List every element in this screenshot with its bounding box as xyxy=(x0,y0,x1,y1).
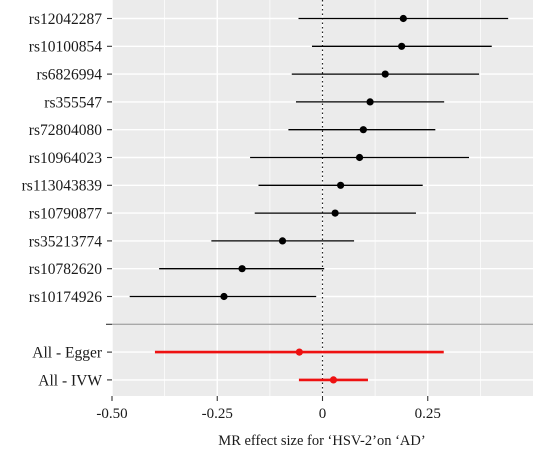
y-axis-labels: rs12042287 rs10100854 rs6826994 rs355547 rs7… xyxy=(22,11,112,389)
y-label-rs355547: rs355547 xyxy=(44,94,102,111)
y-label-rs10100854: rs10100854 xyxy=(29,39,102,56)
point-rs10782620 xyxy=(238,265,246,273)
point-rs12042287 xyxy=(399,14,407,23)
point-rs6826994 xyxy=(381,70,389,78)
y-label-rs72804080: rs72804080 xyxy=(29,122,102,139)
point-rs72804080 xyxy=(359,126,367,134)
y-label-all-egger: All - Egger xyxy=(32,345,103,362)
marks-layer xyxy=(129,14,509,384)
x-tick-label-3: 0.25 xyxy=(415,406,441,422)
point-rs10100854 xyxy=(398,42,406,50)
x-tick-label-0: -0.50 xyxy=(96,406,127,422)
point-rs355547 xyxy=(366,98,374,106)
x-axis-title: MR effect size for ‘HSV-2’on ‘AD’ xyxy=(218,433,425,449)
y-label-rs12042287: rs12042287 xyxy=(29,11,102,28)
y-label-rs6826994: rs6826994 xyxy=(37,67,103,84)
point-rs10174926 xyxy=(220,292,228,301)
y-label-rs10790877: rs10790877 xyxy=(29,206,102,223)
x-tick-label-2: 0 xyxy=(319,406,327,422)
x-tick-label-1: -0.25 xyxy=(202,406,233,422)
point-all-egger xyxy=(295,348,303,356)
y-label-rs113043839: rs113043839 xyxy=(22,178,103,195)
point-all-ivw xyxy=(329,376,338,384)
point-rs113043839 xyxy=(337,181,345,189)
point-rs10964023 xyxy=(355,153,364,162)
y-label-rs10174926: rs10174926 xyxy=(29,289,102,306)
x-axis: -0.50 -0.25 0 0.25 xyxy=(96,396,441,422)
y-label-all-ivw: All - IVW xyxy=(38,372,102,389)
y-label-rs35213774: rs35213774 xyxy=(29,233,102,250)
y-label-rs10782620: rs10782620 xyxy=(29,261,102,278)
point-rs10790877 xyxy=(331,209,339,217)
y-label-rs10964023: rs10964023 xyxy=(29,150,102,167)
point-rs35213774 xyxy=(278,237,287,245)
